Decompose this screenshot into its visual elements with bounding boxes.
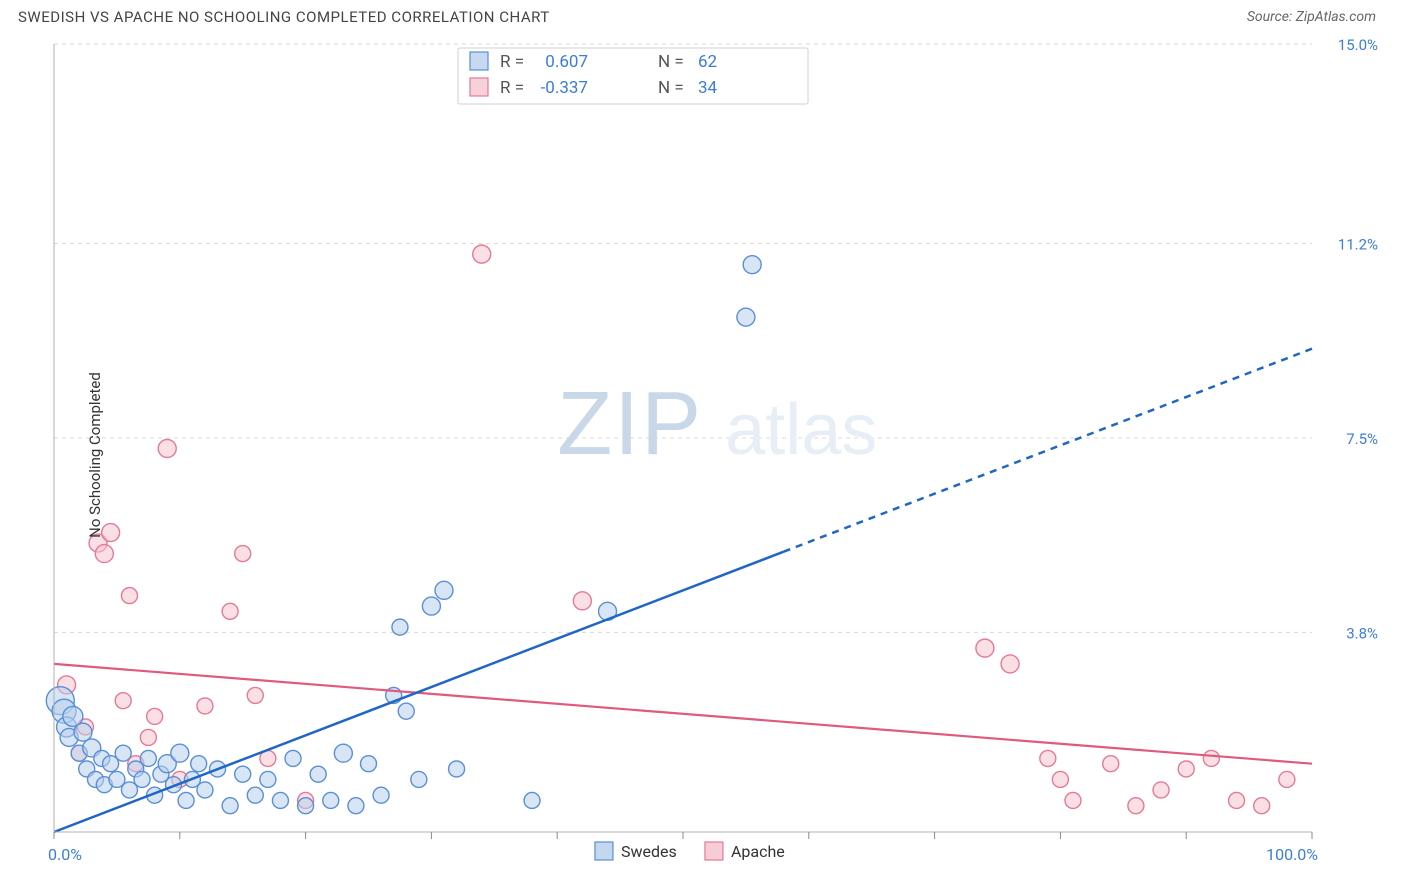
data-point: [1052, 771, 1068, 787]
data-point: [102, 524, 120, 542]
data-point: [1065, 792, 1081, 808]
svg-text:R =: R =: [500, 52, 524, 72]
trend-line: [54, 664, 1312, 764]
data-point: [191, 756, 207, 772]
data-point: [323, 792, 339, 808]
data-point: [435, 581, 453, 599]
data-point: [1001, 655, 1019, 673]
legend-swatch: [470, 78, 488, 96]
data-point: [348, 798, 364, 814]
data-point: [1229, 792, 1245, 808]
data-point: [1254, 798, 1270, 814]
data-point: [298, 798, 314, 814]
data-point: [197, 698, 213, 714]
data-point: [1103, 756, 1119, 772]
data-point: [1178, 761, 1194, 777]
data-point: [247, 787, 263, 803]
data-point: [1279, 771, 1295, 787]
data-point: [134, 771, 150, 787]
data-point: [310, 766, 326, 782]
legend-swatch: [470, 52, 488, 70]
svg-text:62: 62: [698, 52, 717, 72]
y-tick-label: 3.8%: [1346, 624, 1378, 642]
x-tick-label: 0.0%: [48, 845, 82, 864]
chart-title: SWEDISH VS APACHE NO SCHOOLING COMPLETED…: [18, 8, 550, 26]
data-point: [392, 619, 408, 635]
data-point: [449, 761, 465, 777]
data-point: [411, 771, 427, 787]
watermark: ZIP: [557, 374, 703, 474]
data-point: [743, 256, 761, 274]
source-label: Source: ZipAtlas.com: [1247, 9, 1376, 25]
y-tick-label: 11.2%: [1338, 236, 1378, 254]
svg-text:N =: N =: [658, 78, 684, 98]
data-point: [737, 308, 755, 326]
data-point: [222, 603, 238, 619]
correlation-chart: 3.8% 7.5% 11.2% 15.0% ZIP atlas 0.0% 100.0% R = 0…: [18, 32, 1388, 878]
data-point: [115, 745, 131, 761]
data-point: [222, 798, 238, 814]
y-tick-label: 7.5%: [1346, 430, 1378, 448]
data-point: [473, 245, 491, 263]
x-tick-label: 100.0%: [1266, 845, 1318, 864]
svg-text:R =: R =: [500, 78, 524, 98]
data-point: [235, 546, 251, 562]
svg-text:N =: N =: [658, 52, 684, 72]
data-point: [1040, 750, 1056, 766]
data-point: [334, 744, 352, 762]
data-point: [422, 597, 440, 615]
legend-swatch: [595, 842, 613, 860]
data-point: [1153, 782, 1169, 798]
data-point: [115, 693, 131, 709]
data-point: [140, 750, 156, 766]
data-point: [147, 708, 163, 724]
data-point: [171, 744, 189, 762]
data-point: [158, 440, 176, 458]
svg-text:34: 34: [698, 78, 718, 98]
legend-label: Apache: [731, 842, 785, 861]
data-point: [178, 792, 194, 808]
data-point: [573, 592, 591, 610]
trend-line: [54, 552, 784, 832]
data-point: [235, 766, 251, 782]
data-point: [247, 687, 263, 703]
svg-text:-0.337: -0.337: [541, 78, 588, 98]
y-tick-label: 15.0%: [1338, 36, 1378, 54]
series-legend: Swedes Apache: [595, 842, 785, 861]
data-point: [1128, 798, 1144, 814]
y-axis-label: No Schooling Completed: [86, 372, 104, 538]
watermark: atlas: [725, 390, 877, 470]
data-point: [260, 771, 276, 787]
data-point: [373, 787, 389, 803]
stat-legend: R = 0.607 N = 62 R = -0.337 N = 34: [458, 48, 808, 104]
data-point: [1203, 750, 1219, 766]
data-point: [361, 756, 377, 772]
data-point: [140, 729, 156, 745]
data-point: [74, 723, 92, 741]
data-point: [285, 750, 301, 766]
data-point: [121, 588, 137, 604]
data-point: [976, 639, 994, 657]
legend-label: Swedes: [621, 842, 677, 861]
legend-swatch: [705, 842, 723, 860]
data-point: [197, 782, 213, 798]
data-point: [272, 792, 288, 808]
data-point: [95, 545, 113, 563]
data-point: [398, 703, 414, 719]
data-point: [524, 792, 540, 808]
svg-text:0.607: 0.607: [545, 52, 588, 72]
